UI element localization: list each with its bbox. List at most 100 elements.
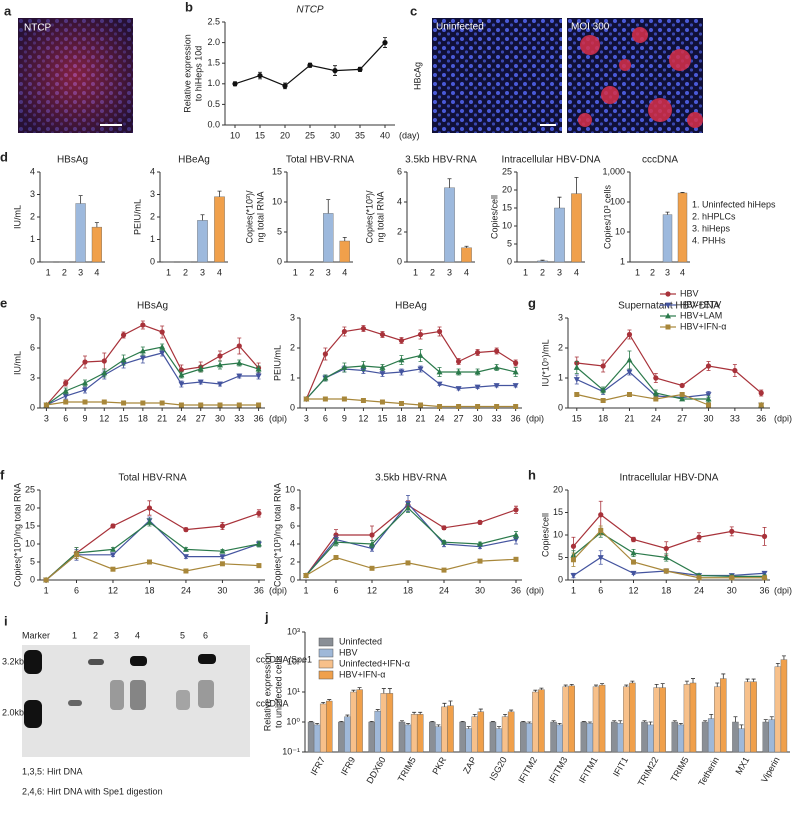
chart-title: Intracellular HBV-DNA <box>620 473 719 484</box>
y-tick-label: 10 <box>615 226 625 236</box>
point <box>379 331 386 338</box>
x-tick-label: 2 <box>62 267 67 277</box>
bar <box>444 187 455 263</box>
error-bar <box>557 196 562 208</box>
y-tick-label: 10 <box>285 484 295 494</box>
x-tick-label: 15 <box>377 413 387 423</box>
point <box>398 369 405 376</box>
y-axis-label: Copies/cell <box>489 195 499 239</box>
series-line <box>573 556 765 577</box>
error-bar <box>527 721 532 724</box>
point <box>696 534 702 540</box>
error-bar <box>345 714 350 717</box>
y-tick-label: 3 <box>30 372 35 382</box>
bar <box>501 716 509 753</box>
x-tick-label: 30 <box>215 413 225 423</box>
error-bar <box>406 722 411 725</box>
point <box>600 386 607 393</box>
x-tick-label: 9 <box>342 413 347 423</box>
y-tick-label: 10 <box>553 529 563 539</box>
x-tick-label: 18 <box>138 413 148 423</box>
x-tick-label: 1 <box>523 267 528 277</box>
bar <box>701 721 709 753</box>
point <box>101 399 107 405</box>
point <box>477 540 483 547</box>
chart-title: 3.5kb HBV-RNA <box>405 155 477 166</box>
y-tick-label: 2 <box>30 211 35 221</box>
band-label: cccDNA <box>256 698 289 708</box>
x-tick-label: 33 <box>234 413 244 423</box>
point <box>573 364 580 370</box>
bar <box>386 693 394 753</box>
x-tick-label: 2 <box>309 267 314 277</box>
x-tick-label: 21 <box>624 413 634 423</box>
bar <box>465 728 472 753</box>
x-tick-label: 18 <box>396 413 406 423</box>
lane-label: 5 <box>180 630 185 640</box>
error-bar <box>551 720 556 722</box>
point <box>513 507 519 513</box>
panel-letter: e <box>0 295 7 310</box>
x-axis-label: (dpi) <box>526 585 544 595</box>
axis <box>39 318 265 409</box>
point <box>219 523 226 529</box>
point <box>219 548 226 554</box>
error-bar <box>478 708 483 712</box>
y-axis-label: Copies(*10³)/ng total RNA <box>12 483 22 587</box>
x-tick-label: Tetherin <box>696 755 721 788</box>
x-tick-label: DDX60 <box>364 755 387 785</box>
x-tick-label: 30 <box>217 585 227 595</box>
chart-title: 3.5kb HBV-RNA <box>375 473 447 484</box>
bar <box>780 659 788 753</box>
y-tick-label: 6 <box>290 520 295 530</box>
point <box>475 404 481 409</box>
point <box>398 337 405 344</box>
legend-marker <box>665 324 671 330</box>
bar <box>738 728 745 753</box>
error-bar <box>309 720 314 722</box>
bar <box>659 687 666 753</box>
y-axis-label: Relative expression <box>262 653 272 732</box>
point <box>121 400 127 406</box>
legend-swatch <box>318 637 334 647</box>
y-tick-label: 10 <box>25 538 35 548</box>
point <box>341 328 347 335</box>
point <box>706 402 712 408</box>
point <box>236 373 243 380</box>
chart-title: HBeAg <box>178 155 210 166</box>
bar <box>416 714 424 753</box>
error-bar <box>769 716 774 720</box>
error-bar <box>680 192 685 193</box>
error-bar <box>624 684 629 687</box>
bar <box>744 681 751 753</box>
series-line <box>46 346 259 406</box>
bar <box>571 193 582 263</box>
point <box>219 554 226 560</box>
point <box>630 570 637 577</box>
bar <box>647 724 654 753</box>
series-line <box>46 352 259 406</box>
error-bar <box>721 673 726 679</box>
axis <box>567 318 770 409</box>
x-tick-label: 1 <box>46 267 51 277</box>
y-tick-label: 0 <box>30 256 35 266</box>
bar <box>313 724 321 753</box>
point <box>626 331 633 338</box>
y-tick-label: 20 <box>25 502 35 512</box>
size-label: 2.0kb <box>2 707 24 717</box>
bar <box>592 686 600 753</box>
bar <box>477 711 485 753</box>
error-bar <box>751 678 756 682</box>
bar <box>435 726 442 753</box>
y-tick-label: 1.0 <box>207 78 220 88</box>
point <box>360 368 367 374</box>
chart-title: HBsAg <box>137 301 168 312</box>
bar <box>495 728 503 753</box>
point <box>101 369 108 376</box>
x-tick-label: 1 <box>635 267 640 277</box>
y-tick-label: 4 <box>290 538 295 548</box>
note: 3. hiHeps <box>692 223 731 233</box>
x-tick-label: 3 <box>665 267 670 277</box>
bar <box>374 710 381 753</box>
bar <box>368 721 375 753</box>
